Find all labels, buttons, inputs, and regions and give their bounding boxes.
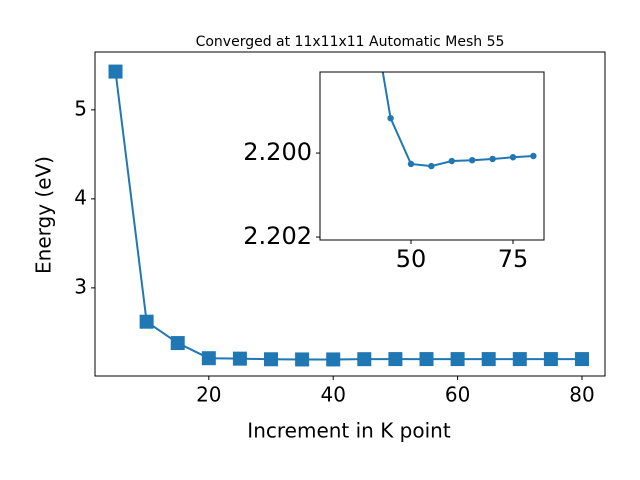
y-axis-label: Energy (eV) <box>32 156 56 274</box>
marker <box>295 352 310 367</box>
axes-frame <box>319 71 545 241</box>
plot-area <box>108 64 589 367</box>
marker <box>489 155 496 163</box>
marker <box>139 314 154 329</box>
marker <box>387 115 394 122</box>
line <box>114 71 582 361</box>
marker <box>509 154 517 161</box>
x-tick-label: 40 <box>320 383 345 407</box>
marker <box>450 352 465 367</box>
x-axis-label: Increment in K point <box>247 419 451 443</box>
x-tick-label: 60 <box>445 383 470 407</box>
marker <box>264 352 279 367</box>
marker <box>407 160 415 168</box>
marker <box>530 152 537 160</box>
marker <box>419 352 434 367</box>
y-tick-label: 2.202 <box>243 222 312 250</box>
marker <box>108 64 123 79</box>
marker <box>232 351 247 366</box>
marker <box>574 352 589 367</box>
y-tick-label: 4 <box>74 185 87 209</box>
y-tick-label: 2.200 <box>243 138 312 166</box>
x-tick-label: 50 <box>396 245 427 273</box>
marker <box>170 336 185 351</box>
x-tick-label: 80 <box>569 383 594 407</box>
x-tick-label: 75 <box>498 245 529 273</box>
axes-frame <box>94 51 606 377</box>
marker <box>388 352 403 367</box>
x-tick-label: 20 <box>196 383 221 407</box>
marker <box>468 157 476 164</box>
marker <box>428 162 435 170</box>
marker <box>201 351 216 366</box>
plot-area <box>367 0 537 170</box>
inset-background <box>320 72 544 240</box>
marker <box>512 352 527 367</box>
marker <box>357 352 372 367</box>
chart-title: Converged at 11x11x11 Automatic Mesh 55 <box>196 34 505 50</box>
y-tick-label: 3 <box>74 274 87 298</box>
y-tick-label: 5 <box>74 96 87 120</box>
marker <box>448 157 455 165</box>
marker <box>326 352 341 367</box>
marker <box>481 352 496 367</box>
marker <box>367 0 373 1</box>
marker <box>543 352 558 367</box>
